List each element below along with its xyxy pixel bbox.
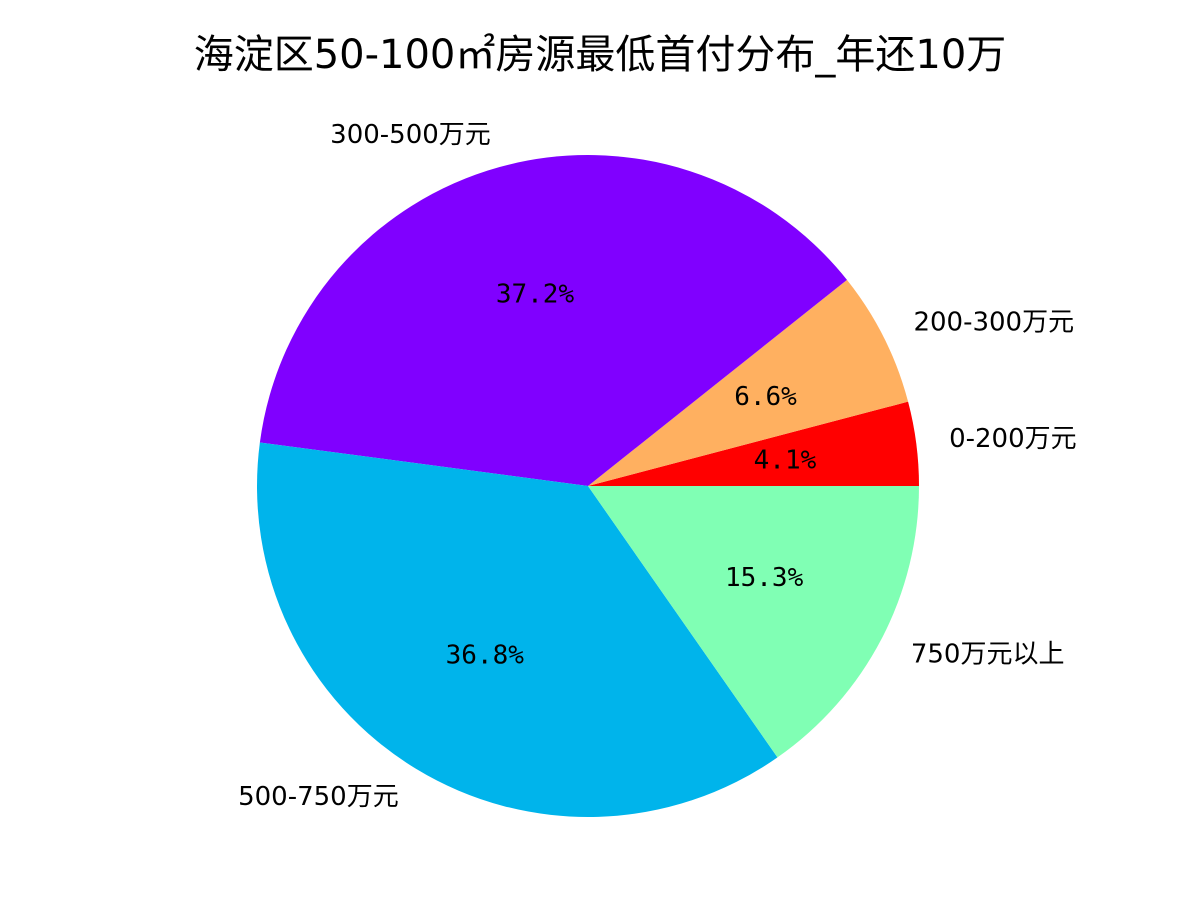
pie-slice [588, 401, 919, 486]
percent-label: 6.6% [734, 382, 797, 412]
category-label: 0-200万元 [949, 424, 1077, 454]
chart-title: 海淀区50-100㎡房源最低首付分布_年还10万 [193, 32, 1007, 78]
category-labels: 0-200万元 200-300万元 300-500万元 500-750万元 750万元以… [238, 120, 1077, 812]
category-label: 200-300万元 [913, 308, 1074, 338]
category-label: 300-500万元 [330, 120, 491, 150]
category-label: 500-750万元 [238, 782, 399, 812]
pie-slices [257, 154, 919, 818]
percent-label: 37.2% [496, 280, 575, 310]
percent-labels: 4.1% 6.6% 37.2% 36.8% 15.3% [446, 280, 817, 671]
percent-label: 4.1% [754, 445, 817, 475]
category-label: 750万元以上 [911, 639, 1065, 669]
pie-slice [588, 486, 919, 758]
pie-slice [257, 442, 778, 818]
pie-slice [259, 154, 847, 486]
percent-label: 15.3% [725, 563, 804, 593]
pie-slice [588, 279, 909, 486]
percent-label: 36.8% [446, 641, 525, 671]
